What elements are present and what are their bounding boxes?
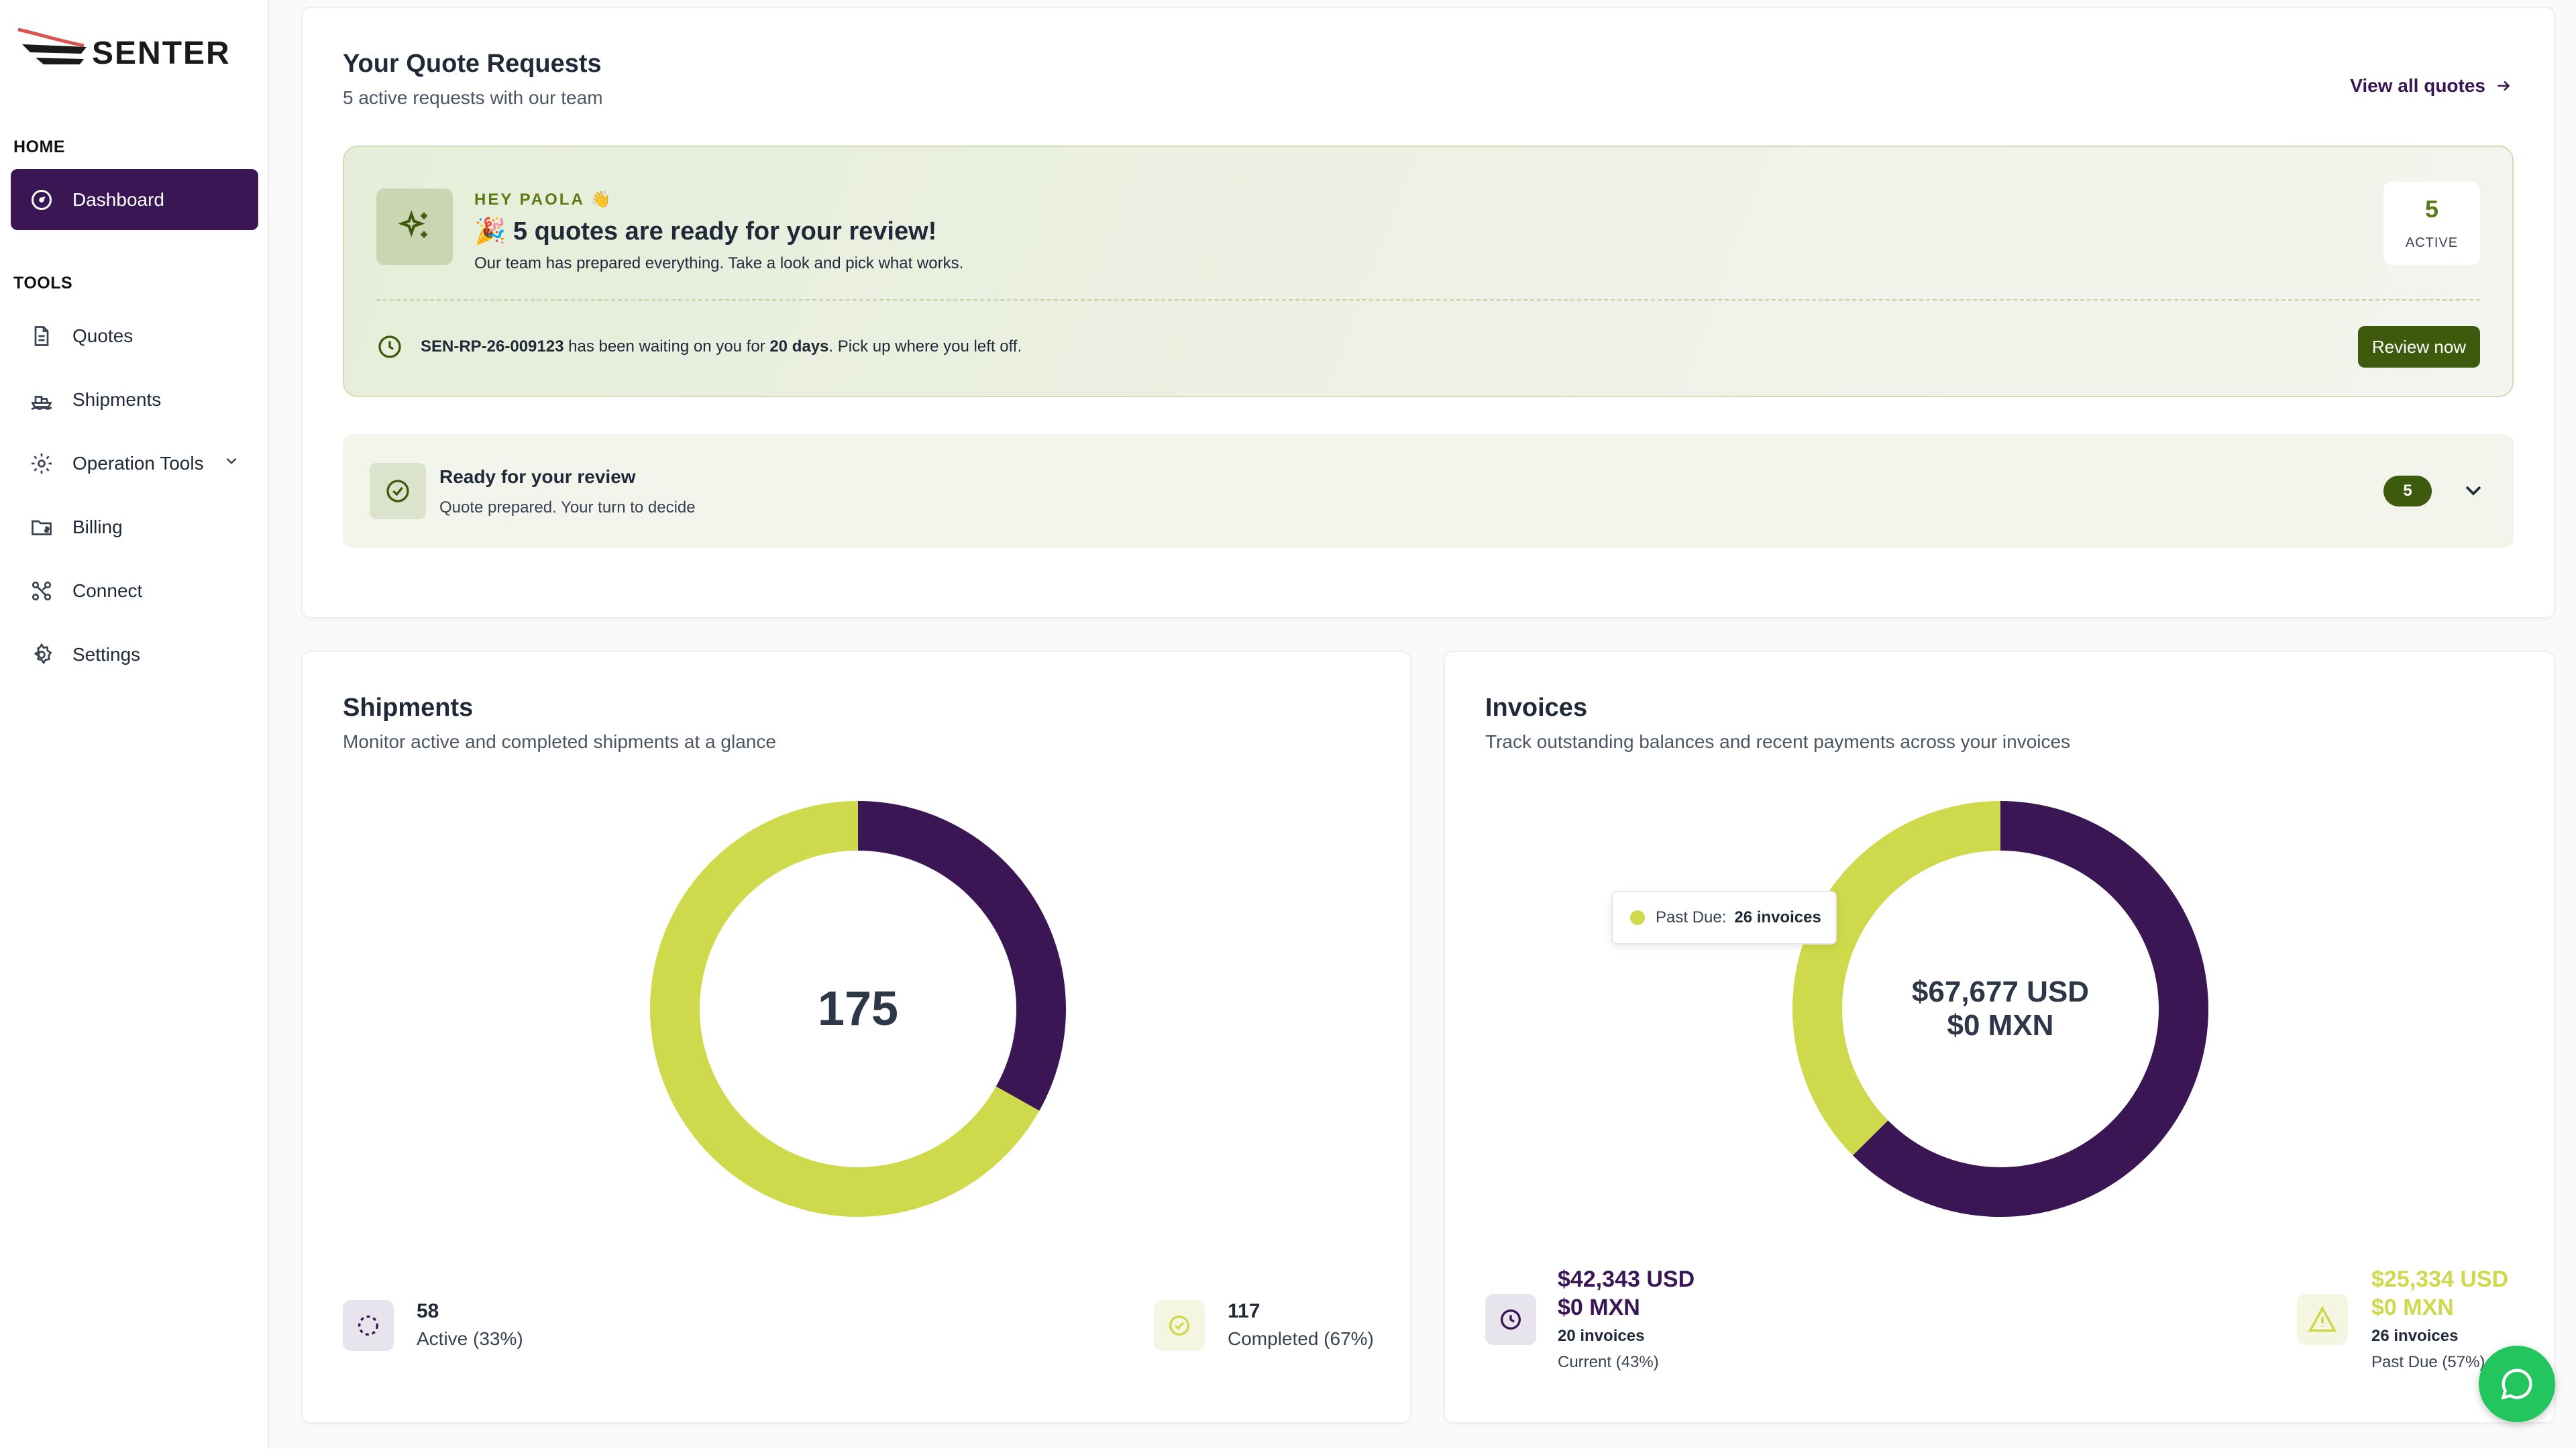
invoices-donut-chart: $67,677 USD $0 MXN	[1792, 801, 2208, 1217]
waiting-notice: SEN-RP-26-009123 has been waiting on you…	[376, 333, 1022, 360]
pastdue-mxn: $0 MXN	[2371, 1295, 2454, 1320]
active-count-box: 5 ACTIVE	[2383, 182, 2480, 265]
sidebar-item-label: Shipments	[72, 388, 162, 410]
quote-requests-title: Your Quote Requests	[343, 50, 602, 78]
chevron-down-icon[interactable]	[223, 452, 240, 474]
invoices-slice-past-due[interactable]	[1792, 801, 2000, 1156]
invoices-subtitle: Track outstanding balances and recent pa…	[1485, 731, 2071, 752]
active-shipments-count: 58	[417, 1300, 439, 1322]
greeting-label: HEY PAOLA 👋	[474, 191, 613, 209]
sidebar-item-shipments[interactable]: Shipments	[11, 369, 258, 430]
sidebar: SENTER HOME Dashboard TOOLS Quotes Shipm…	[0, 0, 269, 1449]
chat-support-button[interactable]	[2479, 1346, 2555, 1422]
waiting-text: has been waiting on you for	[564, 337, 770, 356]
clock-icon	[378, 335, 401, 358]
shipments-card: Shipments Monitor active and completed s…	[301, 651, 1411, 1424]
invoices-title: Invoices	[1485, 694, 1588, 722]
hero-title: 🎉 5 quotes are ready for your review!	[474, 217, 937, 246]
sparkle-icon	[376, 189, 453, 265]
active-count: 5	[2424, 195, 2439, 223]
ship-icon	[25, 384, 58, 416]
review-hero-banner: HEY PAOLA 👋 🎉 5 quotes are ready for you…	[343, 146, 2514, 397]
review-now-button[interactable]: Review now	[2358, 326, 2480, 368]
sidebar-item-dashboard[interactable]: Dashboard	[11, 169, 258, 230]
invoices-card: Invoices Track outstanding balances and …	[1444, 651, 2555, 1424]
current-invoice-label: Current (43%)	[1558, 1353, 1659, 1371]
view-all-quotes-link[interactable]: View all quotes	[2350, 75, 2512, 97]
pastdue-usd: $25,334 USD	[2371, 1267, 2509, 1292]
connect-icon	[25, 575, 58, 607]
document-icon	[25, 320, 58, 352]
view-all-label: View all quotes	[2350, 75, 2485, 96]
completed-shipments-label: Completed (67%)	[1228, 1328, 1374, 1349]
ready-subtitle: Quote prepared. Your turn to decide	[439, 498, 696, 517]
ready-count-badge: 5	[2383, 476, 2432, 506]
waiting-text-end: . Pick up where you left off.	[828, 337, 1022, 356]
check-circle-icon	[1154, 1300, 1205, 1351]
ready-title: Ready for your review	[439, 466, 636, 487]
tooltip-label: Past Due:	[1656, 908, 1727, 926]
sidebar-item-billing[interactable]: Billing	[11, 496, 258, 557]
invoices-slice-current[interactable]	[1852, 801, 2208, 1217]
section-label-tools: TOOLS	[13, 274, 73, 292]
shipments-total: 175	[817, 982, 899, 1036]
sidebar-item-label: Quotes	[72, 325, 133, 346]
hero-description: Our team has prepared everything. Take a…	[474, 254, 964, 272]
folder-dollar-icon	[25, 511, 58, 543]
sidebar-item-label: Connect	[72, 580, 143, 601]
current-invoice-count: 20 invoices	[1558, 1327, 1645, 1345]
invoices-total-mxn: $0 MXN	[1947, 1009, 2054, 1042]
chat-bubble-icon	[2501, 1368, 2532, 1400]
pastdue-invoice-count: 26 invoices	[2371, 1327, 2459, 1345]
waiting-reference: SEN-RP-26-009123	[421, 337, 564, 356]
brand-name: SENTER	[92, 36, 231, 71]
check-circle-icon	[370, 463, 426, 519]
pastdue-invoice-label: Past Due (57%)	[2371, 1353, 2485, 1371]
sidebar-item-operation-tools[interactable]: Operation Tools	[11, 433, 258, 494]
sidebar-item-settings[interactable]: Settings	[11, 624, 258, 685]
brand-logo[interactable]: SENTER	[17, 25, 231, 72]
sidebar-item-connect[interactable]: Connect	[11, 560, 258, 621]
shipments-donut-chart: 175	[650, 801, 1066, 1217]
ready-for-review-row[interactable]: Ready for your review Quote prepared. Yo…	[343, 434, 2514, 548]
tooltip-value: 26 invoices	[1734, 908, 1821, 926]
waiting-days: 20 days	[769, 337, 829, 356]
shipments-subtitle: Monitor active and completed shipments a…	[343, 731, 776, 752]
shipments-slice-active[interactable]	[858, 801, 1066, 1111]
completed-shipments-count: 117	[1228, 1300, 1260, 1322]
gear-cog-icon	[25, 447, 58, 480]
section-label-home: HOME	[13, 138, 65, 156]
quote-requests-subtitle: 5 active requests with our team	[343, 87, 603, 108]
gauge-icon	[25, 184, 58, 216]
settings-icon	[25, 639, 58, 671]
divider	[376, 299, 2480, 301]
clock-icon	[1485, 1294, 1536, 1345]
warning-icon	[2297, 1294, 2348, 1345]
sidebar-item-label: Operation Tools	[72, 452, 204, 474]
quote-requests-card: Your Quote Requests 5 active requests wi…	[301, 7, 2555, 619]
donut-center: $67,677 USD $0 MXN	[1792, 801, 2208, 1217]
sidebar-item-quotes[interactable]: Quotes	[11, 305, 258, 366]
brand-logo-icon	[17, 28, 87, 64]
current-usd: $42,343 USD	[1558, 1267, 1695, 1292]
chart-tooltip: Past Due: 26 invoices	[1611, 891, 1837, 945]
invoices-total-usd: $67,677 USD	[1911, 975, 2090, 1008]
sidebar-item-label: Billing	[72, 516, 123, 537]
shipments-donut-svg	[650, 801, 1066, 1217]
shipments-title: Shipments	[343, 694, 474, 722]
loading-circle-icon	[343, 1300, 394, 1351]
active-shipments-label: Active (33%)	[417, 1328, 523, 1349]
sidebar-item-label: Dashboard	[72, 189, 164, 210]
donut-center: 175	[650, 801, 1066, 1217]
legend-dot	[1630, 910, 1645, 925]
chevron-down-icon[interactable]	[2460, 477, 2487, 507]
invoices-donut-svg	[1792, 801, 2208, 1217]
active-label: ACTIVE	[2405, 235, 2459, 250]
sidebar-item-label: Settings	[72, 643, 141, 665]
current-mxn: $0 MXN	[1558, 1295, 1640, 1320]
arrow-right-icon	[2498, 80, 2510, 91]
